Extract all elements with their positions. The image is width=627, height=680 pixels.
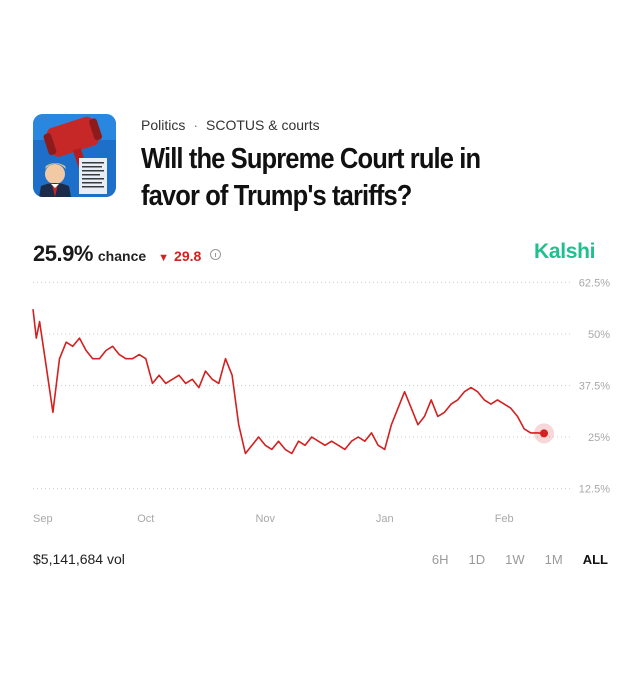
info-icon[interactable]: [210, 249, 222, 260]
brand-logo[interactable]: Kalshi: [534, 240, 596, 263]
price-chart[interactable]: 62.5% 50% 37.5% 25% 12.5% Sep Oct Nov Jan Feb: [0, 270, 627, 535]
range-1d[interactable]: 1D: [468, 552, 486, 567]
x-tick-label: Feb: [495, 513, 514, 525]
gavel-icon: [33, 114, 116, 197]
range-1m[interactable]: 1M: [544, 552, 563, 567]
chance-value: 25.9%: [33, 241, 93, 266]
x-tick-label: Jan: [376, 513, 394, 525]
volume: $5,141,684 vol: [33, 551, 125, 567]
y-tick-label: 50%: [588, 329, 610, 341]
market-title: Will the Supreme Court rule in favor of …: [141, 143, 481, 212]
range-6h[interactable]: 6H: [431, 552, 449, 567]
y-tick-label: 25%: [588, 432, 610, 444]
breadcrumb-subcategory[interactable]: SCOTUS & courts: [206, 117, 320, 133]
chance-line: [32, 309, 545, 455]
y-tick-label: 37.5%: [579, 381, 610, 393]
down-arrow-icon: ▼: [158, 252, 170, 264]
breadcrumb-separator: ·: [193, 117, 199, 133]
range-1w[interactable]: 1W: [505, 552, 525, 567]
current-point: [540, 429, 548, 438]
y-tick-label: 12.5%: [579, 484, 610, 496]
breadcrumb-category[interactable]: Politics: [141, 117, 186, 133]
range-all[interactable]: ALL: [582, 552, 608, 567]
change-indicator: ▼ 29.8: [158, 248, 201, 264]
y-tick-label: 62.5%: [579, 277, 610, 289]
y-axis-ticks: 62.5% 50% 37.5% 25% 12.5%: [579, 277, 610, 495]
chart-grid: [33, 281, 570, 490]
x-tick-label: Oct: [137, 513, 154, 525]
x-tick-label: Nov: [255, 513, 275, 525]
breadcrumb: Politics · SCOTUS & courts: [141, 117, 320, 133]
x-axis-ticks: Sep Oct Nov Jan Feb: [33, 513, 514, 525]
time-range-selector: 6H 1D 1W 1M ALL: [432, 552, 608, 567]
x-tick-label: Sep: [33, 513, 53, 525]
market-thumbnail[interactable]: [33, 114, 116, 197]
chance-summary: 25.9% chance ▼ 29.8: [33, 241, 222, 269]
change-value: 29.8: [174, 248, 202, 264]
chance-label: chance: [97, 248, 147, 264]
